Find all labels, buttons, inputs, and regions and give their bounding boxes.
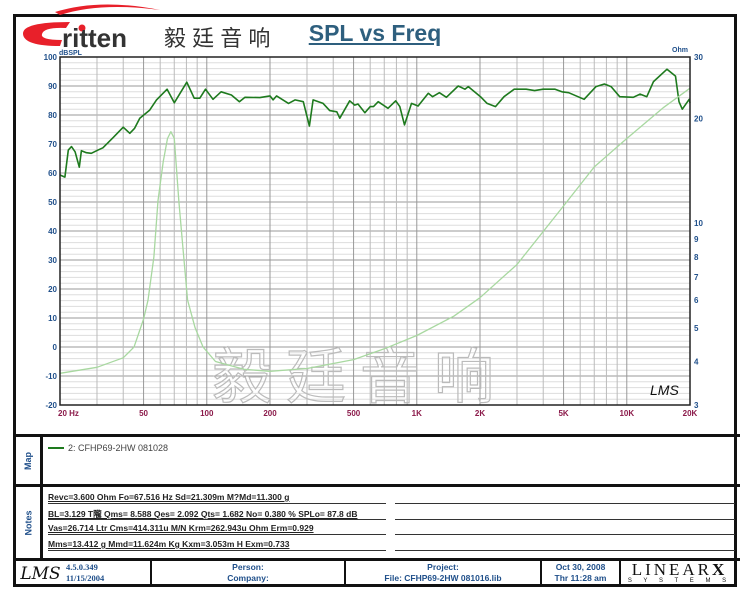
y2-tick-label: 30	[694, 53, 703, 62]
y-tick-label: 80	[48, 111, 57, 120]
y2-tick-label: 8	[694, 253, 699, 262]
divider	[13, 484, 740, 487]
note-line: Revc=3.600 Ohm Fo=67.516 Hz Sd=21.309m M…	[48, 492, 290, 502]
divider	[150, 558, 152, 587]
y2-tick-label: 10	[694, 219, 703, 228]
time: Thr 11:28 am	[554, 573, 607, 583]
x-tick-label: 100	[200, 409, 214, 418]
impedance-curve	[59, 87, 691, 374]
y2-tick-label: 3	[694, 401, 699, 410]
y2-tick-label: 4	[694, 358, 699, 367]
note-line: BL=3.129 T隴 Qms= 8.588 Qes= 2.092 Qts= 1…	[48, 509, 358, 519]
file-field: File: CFHP69-2HW 081016.lib	[384, 573, 502, 583]
note-rule	[48, 534, 386, 535]
brand-sub: S Y S T E M S	[627, 578, 732, 584]
chart-title: SPL vs Freq	[0, 20, 750, 47]
logo-chinese: 毅 廷 音 响	[164, 26, 270, 51]
map-label-text: Map	[23, 451, 33, 470]
y-tick-label: 70	[48, 140, 57, 149]
note-rule	[395, 519, 735, 520]
note-line: Mms=13.412 g Mmd=11.624m Kg Kxm=3.053m H…	[48, 539, 290, 549]
y-tick-label: -20	[45, 401, 57, 410]
y-tick-label: -10	[45, 372, 57, 381]
x-tick-label: 10K	[619, 409, 634, 418]
divider	[540, 558, 542, 587]
lms-logo: LMS	[20, 564, 61, 584]
divider	[40, 434, 43, 560]
y-tick-label: 30	[48, 256, 57, 265]
notes-label-text: Notes	[23, 509, 34, 536]
note-rule	[48, 503, 386, 504]
x-tick-label: 1K	[412, 409, 422, 418]
x-tick-label: 500	[347, 409, 361, 418]
y2-tick-label: 6	[694, 296, 699, 305]
chart-title-text: SPL vs Freq	[308, 20, 442, 46]
y-tick-label: 60	[48, 169, 57, 178]
note-line: Vas=26.714 Ltr Cms=414.311u M/N Krm=262.…	[48, 523, 314, 533]
y2-tick-label: 9	[694, 235, 699, 244]
y-tick-label: 40	[48, 227, 57, 236]
y-tick-label: 50	[48, 198, 57, 207]
spl-curve	[59, 68, 691, 178]
date: Oct 30, 2008	[555, 562, 606, 572]
watermark: 毅廷音响	[212, 344, 508, 411]
x-tick-label: 200	[263, 409, 277, 418]
note-rule	[48, 519, 386, 520]
linearx-logo: LINEARX S Y S T E M S	[622, 560, 737, 586]
person-field: Person:	[232, 562, 264, 572]
x-tick-label: 5K	[558, 409, 568, 418]
logo: ritten 毅 廷 音 响	[22, 4, 270, 53]
logo-text: ritten	[62, 23, 127, 53]
company-field: Company:	[227, 573, 269, 583]
x-tick-label: 20K	[683, 409, 698, 418]
logo-e	[22, 22, 70, 46]
lms-mark: LMS	[650, 382, 679, 398]
version-date: 11/15/2004	[66, 573, 105, 583]
y2-axis-label: Ohm	[672, 47, 688, 54]
y2-tick-label: 5	[694, 324, 699, 333]
legend: 2: CFHP69-2HW 081028	[48, 443, 168, 453]
y-tick-label: 20	[48, 285, 57, 294]
legend-entry: 2: CFHP69-2HW 081028	[68, 443, 169, 453]
page-frame	[13, 14, 737, 587]
note-rule	[48, 550, 386, 551]
y-tick-label: 90	[48, 82, 57, 91]
y2-tick-label: 20	[694, 114, 703, 123]
version: 4.5.0.349	[66, 562, 98, 572]
note-rule	[395, 550, 735, 551]
map-label: Map	[16, 437, 40, 484]
y-axis-label: dBSPL	[59, 50, 83, 57]
y-tick-label: 100	[44, 53, 58, 62]
x-tick-label: 20 Hz	[58, 409, 79, 418]
divider	[344, 558, 346, 587]
y-tick-label: 10	[48, 314, 57, 323]
divider	[13, 558, 740, 561]
plot-border	[59, 56, 691, 406]
logo-swoosh	[55, 4, 160, 16]
divider	[13, 434, 740, 437]
x-tick-label: 50	[139, 409, 148, 418]
brand-x: X	[712, 560, 728, 579]
legend-swatch	[48, 447, 64, 449]
project-field: Project:	[427, 562, 459, 572]
notes-label: Notes	[16, 487, 40, 558]
note-rule	[395, 534, 735, 535]
divider	[619, 558, 621, 587]
x-tick-label: 2K	[475, 409, 485, 418]
y-tick-label: 0	[53, 343, 58, 352]
logo-dot	[78, 24, 86, 32]
brand-text: LINEAR	[631, 560, 713, 579]
note-rule	[395, 503, 735, 504]
y2-tick-label: 7	[694, 273, 699, 282]
